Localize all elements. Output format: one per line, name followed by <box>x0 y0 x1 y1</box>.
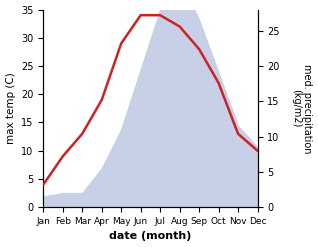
Y-axis label: max temp (C): max temp (C) <box>5 72 16 144</box>
X-axis label: date (month): date (month) <box>109 231 192 242</box>
Y-axis label: med. precipitation
(kg/m2): med. precipitation (kg/m2) <box>291 64 313 153</box>
